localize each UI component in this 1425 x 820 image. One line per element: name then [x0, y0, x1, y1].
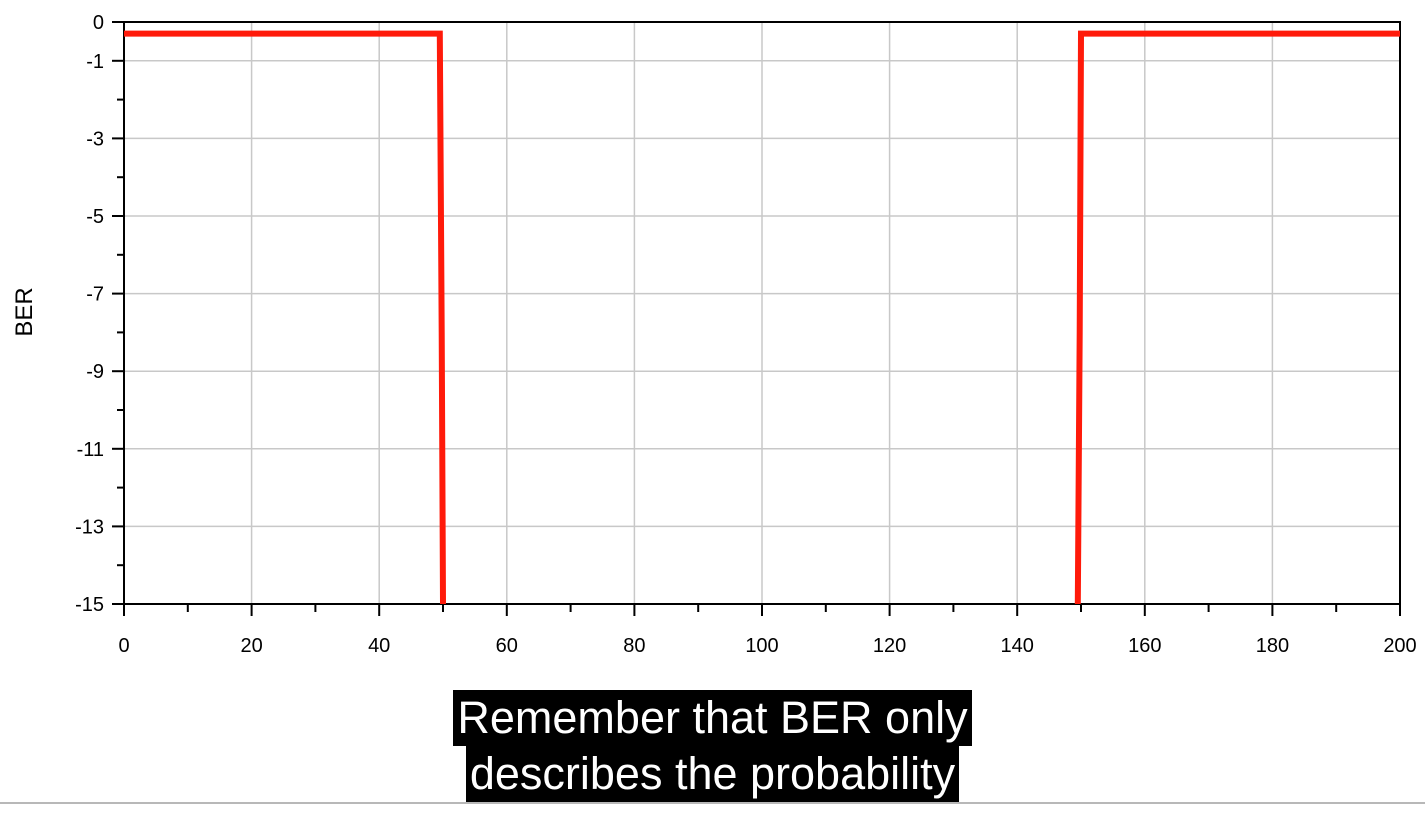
y-tick-label: -7: [86, 284, 104, 306]
x-tick-label: 180: [1256, 635, 1289, 657]
axis-ticks: 0 20 40 60 80 100 120 140 160 180 200 0 -1 -3 -5 -7 -9 -1…: [75, 12, 1417, 657]
y-tick-label: -9: [86, 361, 104, 383]
x-tick-label: 20: [240, 635, 262, 657]
y-axis-label: BER: [11, 287, 38, 336]
x-tick-label: 140: [1001, 635, 1034, 657]
x-tick-label: 100: [745, 635, 778, 657]
ber-series-line: [124, 30, 1400, 605]
x-tick-label: 60: [496, 635, 518, 657]
y-tick-label: -1: [86, 51, 104, 73]
x-tick-label: 80: [623, 635, 645, 657]
x-tick-label: 40: [368, 635, 390, 657]
y-tick-label: -5: [86, 206, 104, 228]
y-tick-label: -15: [75, 594, 104, 616]
caption-line-2: describes the probability: [465, 746, 960, 802]
caption-line-1: Remember that BER only: [453, 690, 972, 746]
y-tick-label: 0: [93, 12, 104, 34]
series-layer: [124, 30, 1400, 605]
bottom-divider: [0, 802, 1425, 804]
subtitle-caption: Remember that BER only describes the pro…: [0, 690, 1425, 802]
y-tick-label: -3: [86, 128, 104, 150]
x-tick-label: 160: [1128, 635, 1161, 657]
x-tick-label: 0: [118, 635, 129, 657]
x-tick-label: 120: [873, 635, 906, 657]
grid-lines: [123, 21, 1401, 605]
x-tick-label: 200: [1383, 635, 1416, 657]
y-tick-label: -13: [75, 516, 104, 538]
ber-chart: 0 20 40 60 80 100 120 140 160 180 200 0 -1 -3 -5 -7 -9 -1…: [11, 12, 1417, 657]
y-tick-label: -11: [77, 439, 104, 461]
